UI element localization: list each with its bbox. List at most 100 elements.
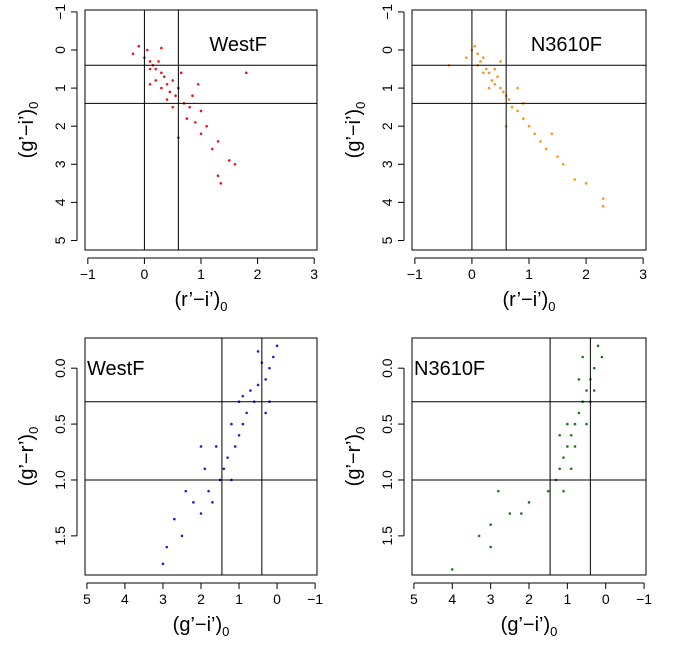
y-axis-label-text: (g’−i’) <box>16 109 38 158</box>
point <box>174 94 177 98</box>
point <box>230 422 233 426</box>
point <box>482 56 485 59</box>
point <box>527 501 531 504</box>
point <box>168 90 172 94</box>
point <box>211 501 214 504</box>
x-axis-label: (g’−i’)0 <box>173 614 230 639</box>
y-axis-label-text: (g’−i’) <box>343 109 365 158</box>
x-tick-label: 3 <box>487 591 495 607</box>
point <box>173 517 176 521</box>
point <box>499 86 502 90</box>
point <box>145 48 149 52</box>
point <box>592 389 596 392</box>
point <box>520 512 523 515</box>
point <box>199 512 203 515</box>
point <box>464 56 468 59</box>
point <box>600 355 604 359</box>
point <box>157 60 160 63</box>
point <box>585 389 588 392</box>
panel-title: N3610F <box>531 34 602 56</box>
point <box>264 411 267 415</box>
x-axis-label: (r’−i’)0 <box>175 289 228 314</box>
plot-frame <box>84 337 318 576</box>
point <box>241 422 245 426</box>
point <box>484 67 488 71</box>
point <box>244 71 248 75</box>
x-tick-label: 5 <box>410 591 418 607</box>
point <box>450 568 454 571</box>
x-tick-label: 2 <box>525 591 533 607</box>
point <box>544 147 548 151</box>
point <box>222 467 226 471</box>
x-tick-label: 5 <box>83 591 91 607</box>
point <box>256 350 260 353</box>
point <box>268 366 271 370</box>
point <box>160 46 163 50</box>
point <box>487 86 491 90</box>
point <box>185 117 189 120</box>
point <box>196 82 200 86</box>
point <box>562 456 565 459</box>
point <box>487 71 491 75</box>
point <box>556 155 559 158</box>
point <box>154 67 158 71</box>
point <box>205 124 208 128</box>
point <box>179 71 183 75</box>
panel-title: N3610F <box>414 358 485 380</box>
point <box>192 501 195 504</box>
point <box>566 445 569 448</box>
y-tick-label: 2 <box>52 122 68 130</box>
plot-frame <box>84 9 318 251</box>
point <box>171 105 175 109</box>
point <box>596 344 600 348</box>
x-tick-label: 1 <box>563 591 571 607</box>
y-axis-label: (g’−i’)0 <box>343 102 368 159</box>
point <box>566 422 569 426</box>
y-axis-label: (g’−i’)0 <box>16 102 41 159</box>
point <box>490 79 494 82</box>
x-tick-label: 2 <box>197 591 205 607</box>
y-tick-label: 2 <box>379 122 395 130</box>
y-tick-label: 1.5 <box>52 526 68 546</box>
point <box>558 433 561 437</box>
point <box>527 124 531 128</box>
plot-frame <box>411 9 647 251</box>
point <box>577 378 581 381</box>
y-tick-label: −1 <box>379 4 395 20</box>
point <box>256 383 260 387</box>
y-tick-label: 3 <box>379 160 395 168</box>
point <box>499 60 502 63</box>
point <box>137 44 141 48</box>
point <box>516 109 519 113</box>
point <box>573 422 577 426</box>
point <box>601 197 605 200</box>
point <box>191 94 194 98</box>
point <box>211 147 214 151</box>
x-tick-label: 1 <box>197 266 205 282</box>
point <box>216 140 220 143</box>
point <box>489 545 492 549</box>
y-axis-label: (g’−r’)0 <box>343 427 368 487</box>
point <box>584 182 588 185</box>
x-tick-label: 0 <box>602 591 610 607</box>
point <box>569 467 573 471</box>
y-axis-label-subscript: 0 <box>353 427 368 434</box>
x-tick-label: −1 <box>636 591 652 607</box>
y-tick-label: 0.0 <box>379 358 395 378</box>
y-tick-label: 0.5 <box>52 414 68 434</box>
point <box>160 71 163 75</box>
point <box>227 159 231 162</box>
point <box>165 98 169 101</box>
point <box>562 489 565 493</box>
y-tick-label: 1.5 <box>379 526 395 546</box>
y-tick-label: 1 <box>52 84 68 92</box>
x-tick-label: 2 <box>254 266 262 282</box>
point <box>264 378 267 381</box>
point <box>558 467 561 471</box>
point <box>199 445 203 448</box>
point <box>577 411 581 415</box>
point <box>148 67 152 71</box>
point <box>171 79 175 82</box>
